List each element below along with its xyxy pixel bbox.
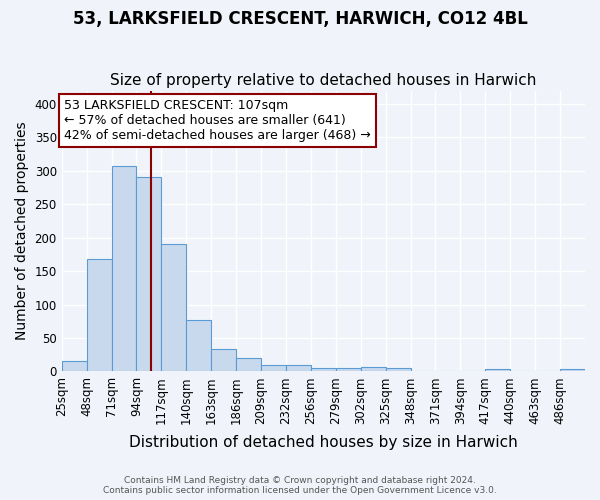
Bar <box>186 320 211 372</box>
Bar <box>211 348 236 372</box>
Bar <box>136 178 161 372</box>
Bar <box>336 368 361 372</box>
Text: 53, LARKSFIELD CRESCENT, HARWICH, CO12 4BL: 53, LARKSFIELD CRESCENT, HARWICH, CO12 4… <box>73 10 527 28</box>
Bar <box>311 368 336 372</box>
Bar <box>112 166 136 372</box>
Bar <box>286 366 311 372</box>
Bar <box>62 362 86 372</box>
Y-axis label: Number of detached properties: Number of detached properties <box>15 122 29 340</box>
Bar <box>236 358 261 372</box>
Bar <box>560 368 585 372</box>
Title: Size of property relative to detached houses in Harwich: Size of property relative to detached ho… <box>110 73 536 88</box>
Bar <box>261 364 286 372</box>
X-axis label: Distribution of detached houses by size in Harwich: Distribution of detached houses by size … <box>129 435 518 450</box>
Text: 53 LARKSFIELD CRESCENT: 107sqm
← 57% of detached houses are smaller (641)
42% of: 53 LARKSFIELD CRESCENT: 107sqm ← 57% of … <box>64 98 371 142</box>
Bar <box>161 244 186 372</box>
Text: Contains HM Land Registry data © Crown copyright and database right 2024.
Contai: Contains HM Land Registry data © Crown c… <box>103 476 497 495</box>
Bar <box>386 368 410 372</box>
Bar <box>86 259 112 372</box>
Bar <box>361 368 386 372</box>
Bar <box>485 368 510 372</box>
